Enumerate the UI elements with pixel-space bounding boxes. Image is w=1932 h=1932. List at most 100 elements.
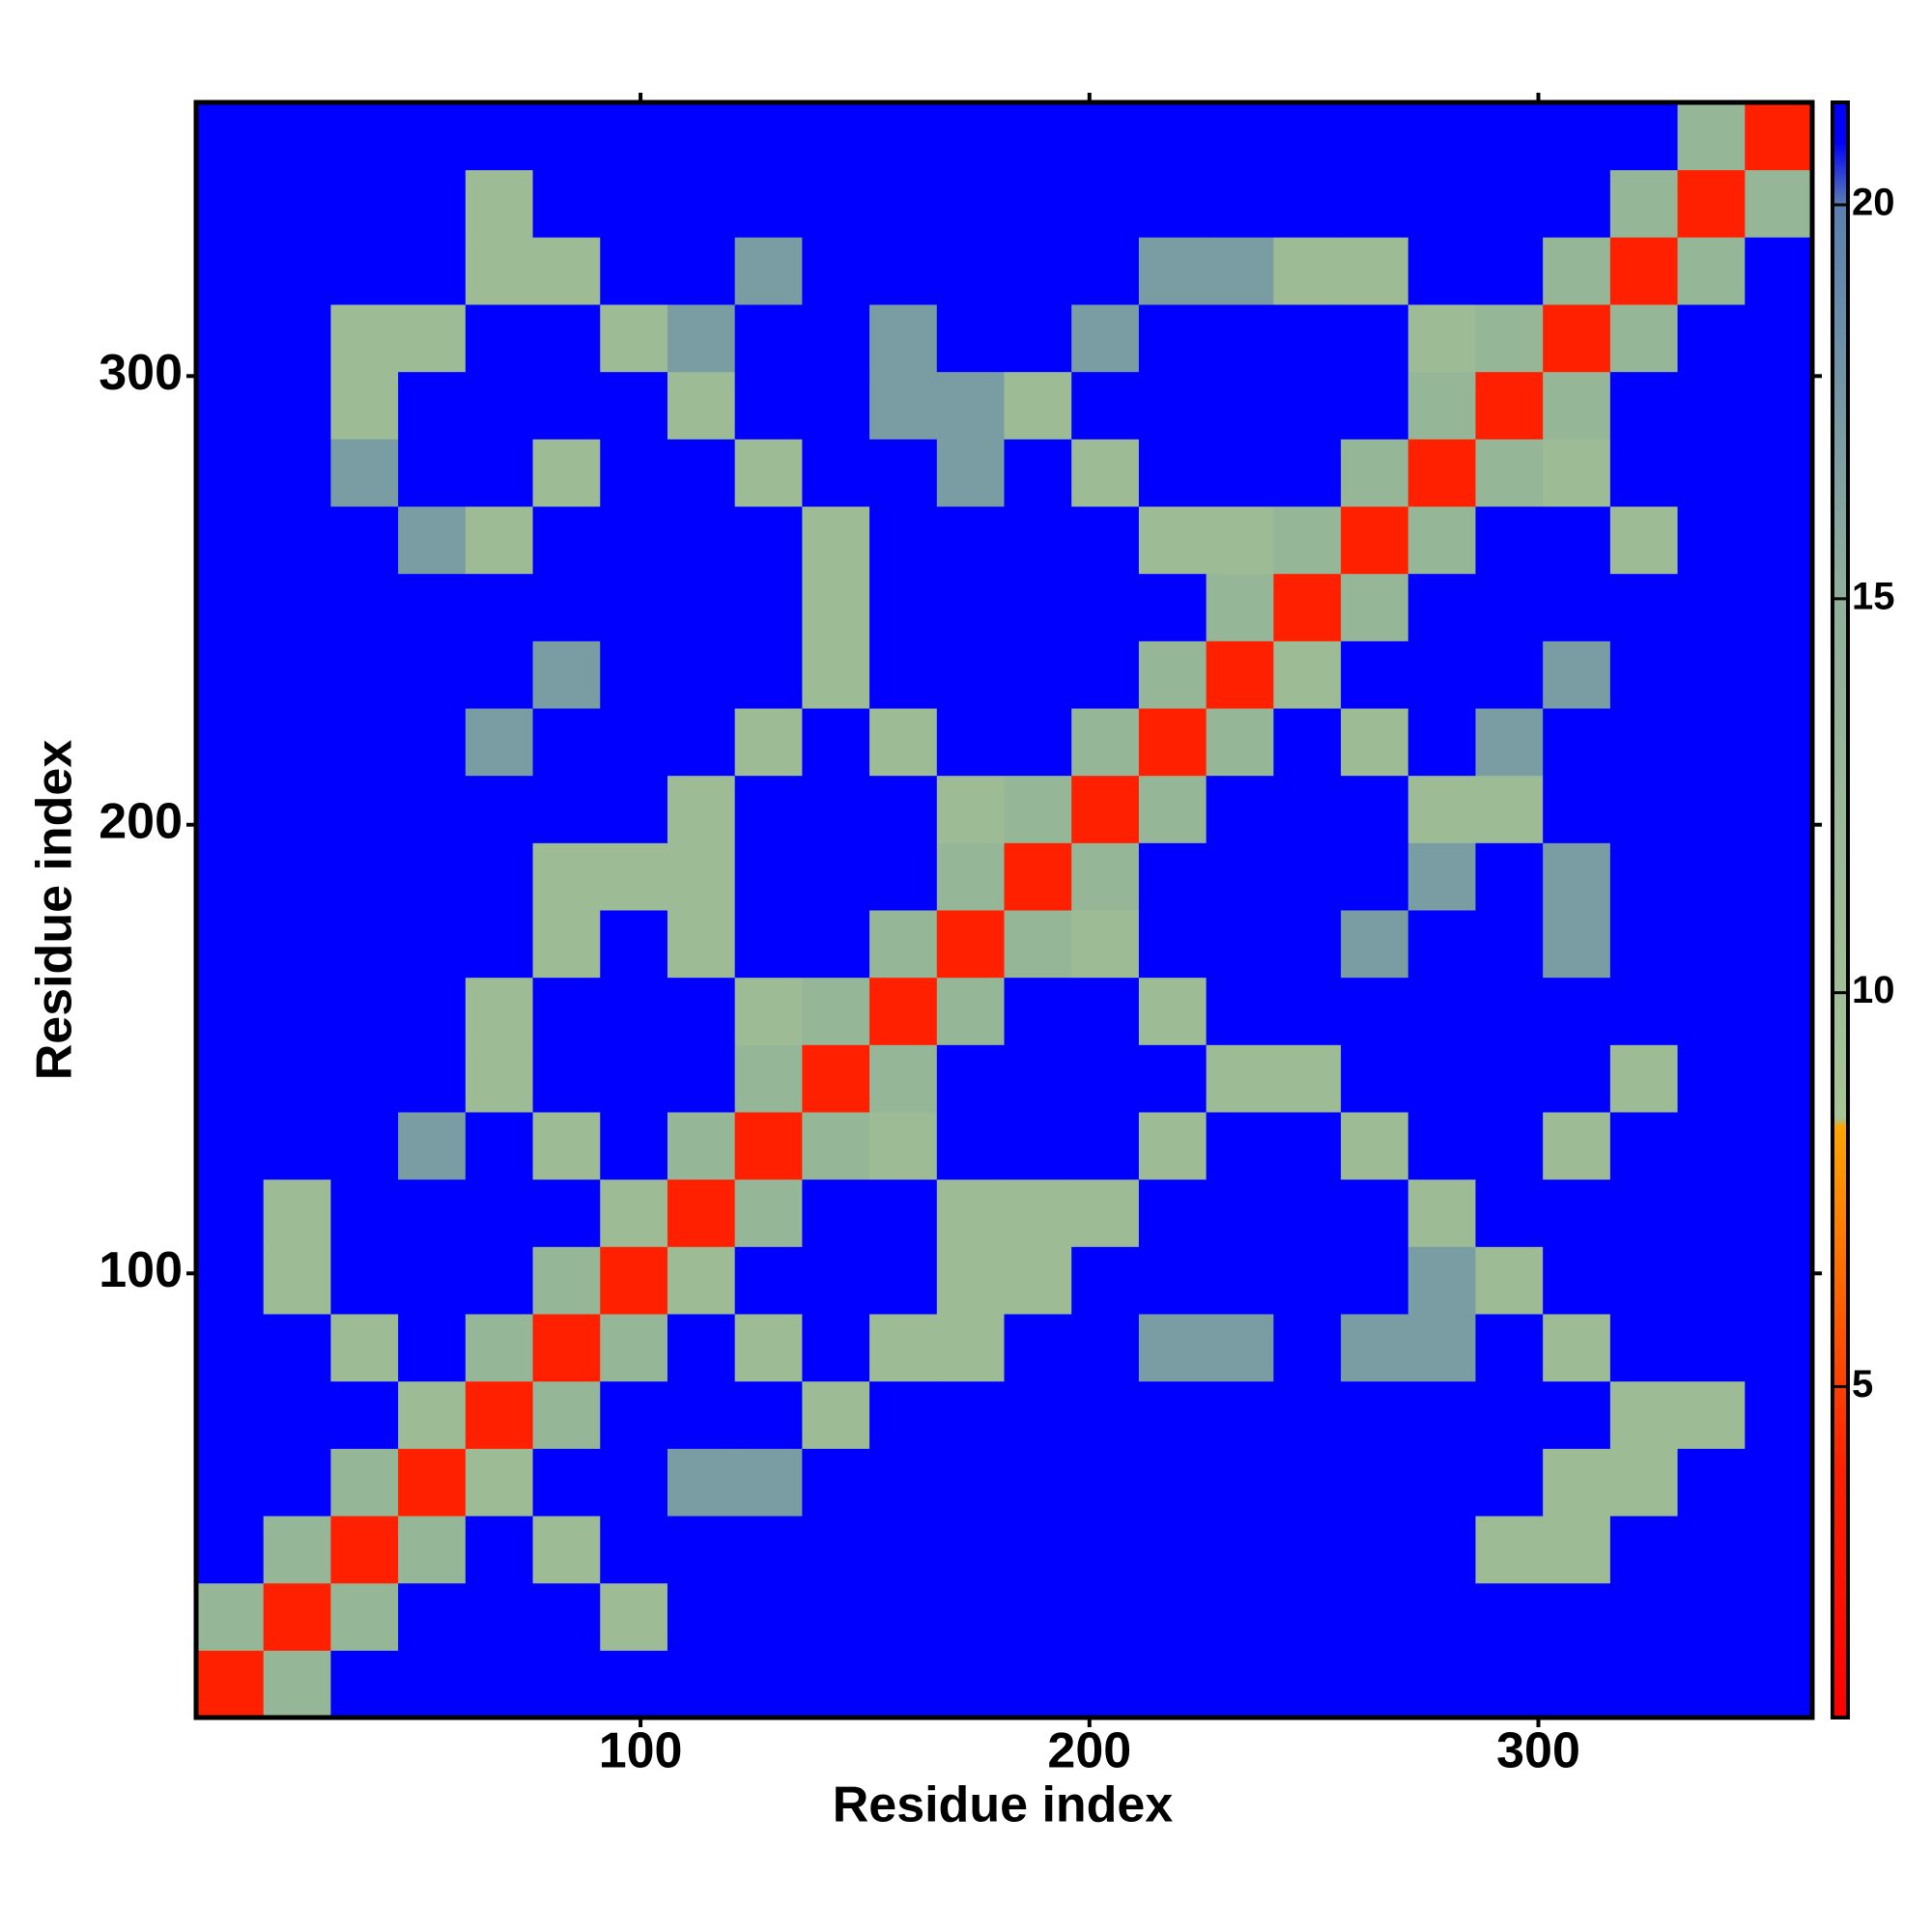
colorbar-tick-label: 5 [1852,1363,1873,1406]
heatmap-cell [1206,910,1274,979]
heatmap-cell [734,1179,803,1247]
heatmap-cell [1407,1516,1476,1584]
heatmap-cell [1609,1380,1679,1449]
heatmap-cell [734,304,803,373]
heatmap-cell [600,1112,668,1180]
heatmap-cell [1745,1112,1813,1180]
heatmap-cell [1138,842,1208,911]
heatmap-cell [532,237,601,305]
heatmap-cell [532,775,601,843]
heatmap-cell [1475,1246,1544,1315]
heatmap-cell [600,1314,668,1382]
heatmap-cell [196,304,265,373]
heatmap-cell [734,169,803,238]
heatmap-cell [936,1112,1005,1180]
heatmap-cell [1677,371,1746,440]
heatmap-cell [1609,169,1679,238]
heatmap-cell [1609,1044,1679,1113]
heatmap-cell [330,1179,399,1247]
heatmap-cell [1677,506,1746,575]
heatmap-cell [1407,708,1476,777]
heatmap-cell [465,842,534,911]
heatmap-cell [1407,102,1476,171]
heatmap-cell [600,1650,668,1719]
heatmap-cell [667,1112,736,1180]
heatmap-cell [1138,371,1208,440]
heatmap-cell [1745,169,1813,238]
heatmap-cell [1206,1314,1274,1382]
heatmap-cell [802,842,870,911]
heatmap-cell [1543,708,1611,777]
heatmap-cell [667,1314,736,1382]
x-axis-title: Residue index [833,1777,1174,1833]
heatmap-cell [1004,910,1072,979]
heatmap-cell [196,708,265,777]
heatmap-cell [263,439,331,507]
heatmap-cell [734,977,803,1045]
heatmap-cell [667,977,736,1045]
heatmap-cell [667,439,736,507]
heatmap-cell [667,1044,736,1113]
heatmap-cell [734,1044,803,1113]
heatmap-cell [667,1448,736,1517]
heatmap-cell [869,102,938,171]
heatmap-cell [734,910,803,979]
heatmap-cell [1475,439,1544,507]
heatmap-cell [869,1246,938,1315]
heatmap-cell [1475,842,1544,911]
heatmap-cell [1475,506,1544,575]
heatmap-cell [1138,1112,1208,1180]
heatmap-cell [600,237,668,305]
heatmap-cell [330,237,399,305]
heatmap-cell [600,169,668,238]
heatmap-cell [330,910,399,979]
heatmap-cell [1341,237,1409,305]
heatmap-cell [1745,1650,1813,1719]
heatmap-cell [667,1516,736,1584]
heatmap-cell [1071,573,1140,641]
heatmap-cell [1071,371,1140,440]
heatmap-cell [196,910,265,979]
heatmap-cell [667,708,736,777]
heatmap-cell [1071,708,1140,777]
heatmap-cell [1273,1112,1342,1180]
heatmap-cell [330,1380,399,1449]
heatmap-cell [1138,439,1208,507]
heatmap-cell [936,1448,1005,1517]
heatmap-cell [1475,237,1544,305]
heatmap-cell [1677,775,1746,843]
heatmap-cell [1407,1448,1476,1517]
heatmap-cell [1543,640,1611,709]
heatmap-cell [1273,1179,1342,1247]
heatmap-cell [1071,1582,1140,1651]
heatmap-cell [1138,1582,1208,1651]
heatmap-cell [1273,1650,1342,1719]
heatmap-cell [1677,439,1746,507]
heatmap-cell [869,977,938,1045]
heatmap-cell [1004,102,1072,171]
heatmap-cell [869,506,938,575]
heatmap-cell [936,1516,1005,1584]
heatmap-cell [1273,640,1342,709]
heatmap-cell [1273,1044,1342,1113]
heatmap-cell [1745,1246,1813,1315]
heatmap-cell [869,842,938,911]
heatmap-cell [600,1516,668,1584]
heatmap-cell [936,1314,1005,1382]
heatmap-cell [1004,1112,1072,1180]
heatmap-cell [1609,1112,1679,1180]
heatmap-cell [263,1380,331,1449]
heatmap-cell [263,237,331,305]
heatmap-cell [532,102,601,171]
heatmap-cell [667,304,736,373]
heatmap-cell [1475,1448,1544,1517]
heatmap-cell [1138,977,1208,1045]
heatmap-cell [465,371,534,440]
heatmap-cell [1138,506,1208,575]
heatmap-cell [330,1112,399,1180]
heatmap-cell [1206,1112,1274,1180]
heatmap-cell [532,1448,601,1517]
heatmap-cell [802,640,870,709]
heatmap-cell [465,102,534,171]
heatmap-cell [1341,842,1409,911]
